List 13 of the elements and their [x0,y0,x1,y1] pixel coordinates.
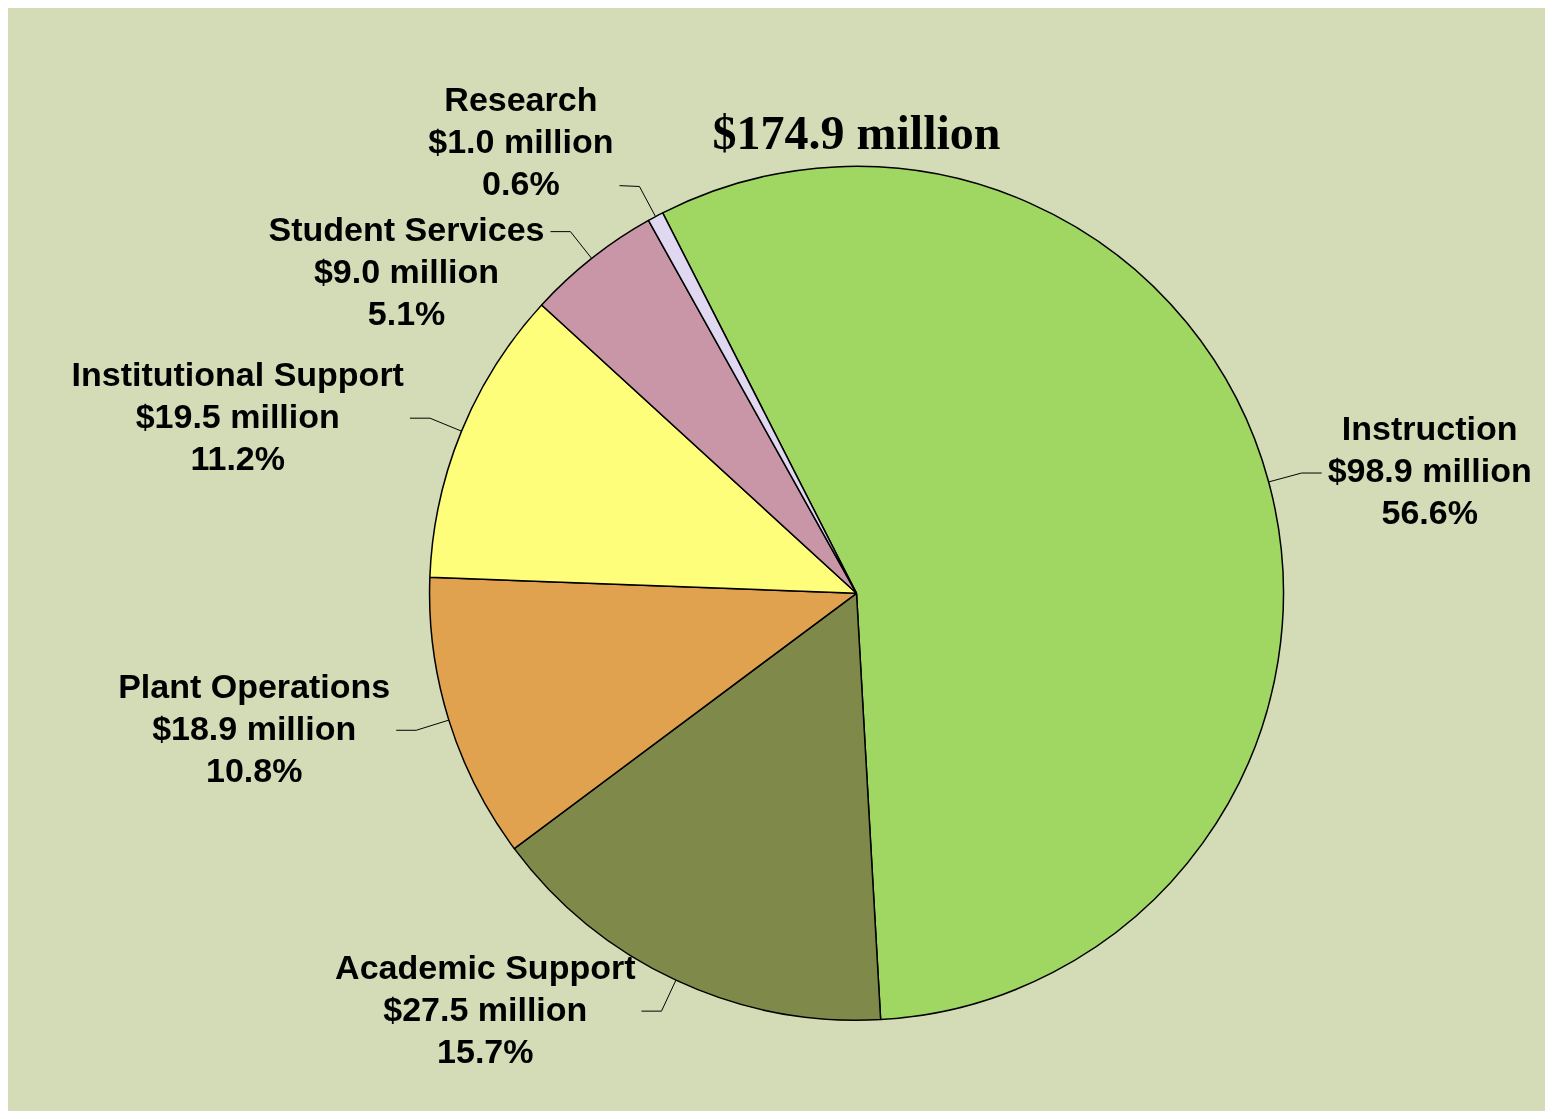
data-label: $18.9 million 10.8% [152,708,357,789]
slice-label: Student Services [268,210,545,249]
slice-label: Institutional Support [71,354,404,393]
slice-label: Academic Support [335,947,636,986]
chart-title: $174.9 million [712,106,1001,160]
slice-label: Instruction [1341,409,1518,448]
data-label: $27.5 million 15.7% [383,989,588,1070]
data-label: $98.9 million 56.6% [1327,451,1532,532]
data-label: $1.0 million 0.6% [428,122,614,203]
slice-label: Plant Operations [118,666,391,705]
data-label: $19.5 million 11.2% [135,396,340,477]
data-label: $9.0 million 5.1% [313,252,500,333]
slice-label: Research [444,80,598,119]
